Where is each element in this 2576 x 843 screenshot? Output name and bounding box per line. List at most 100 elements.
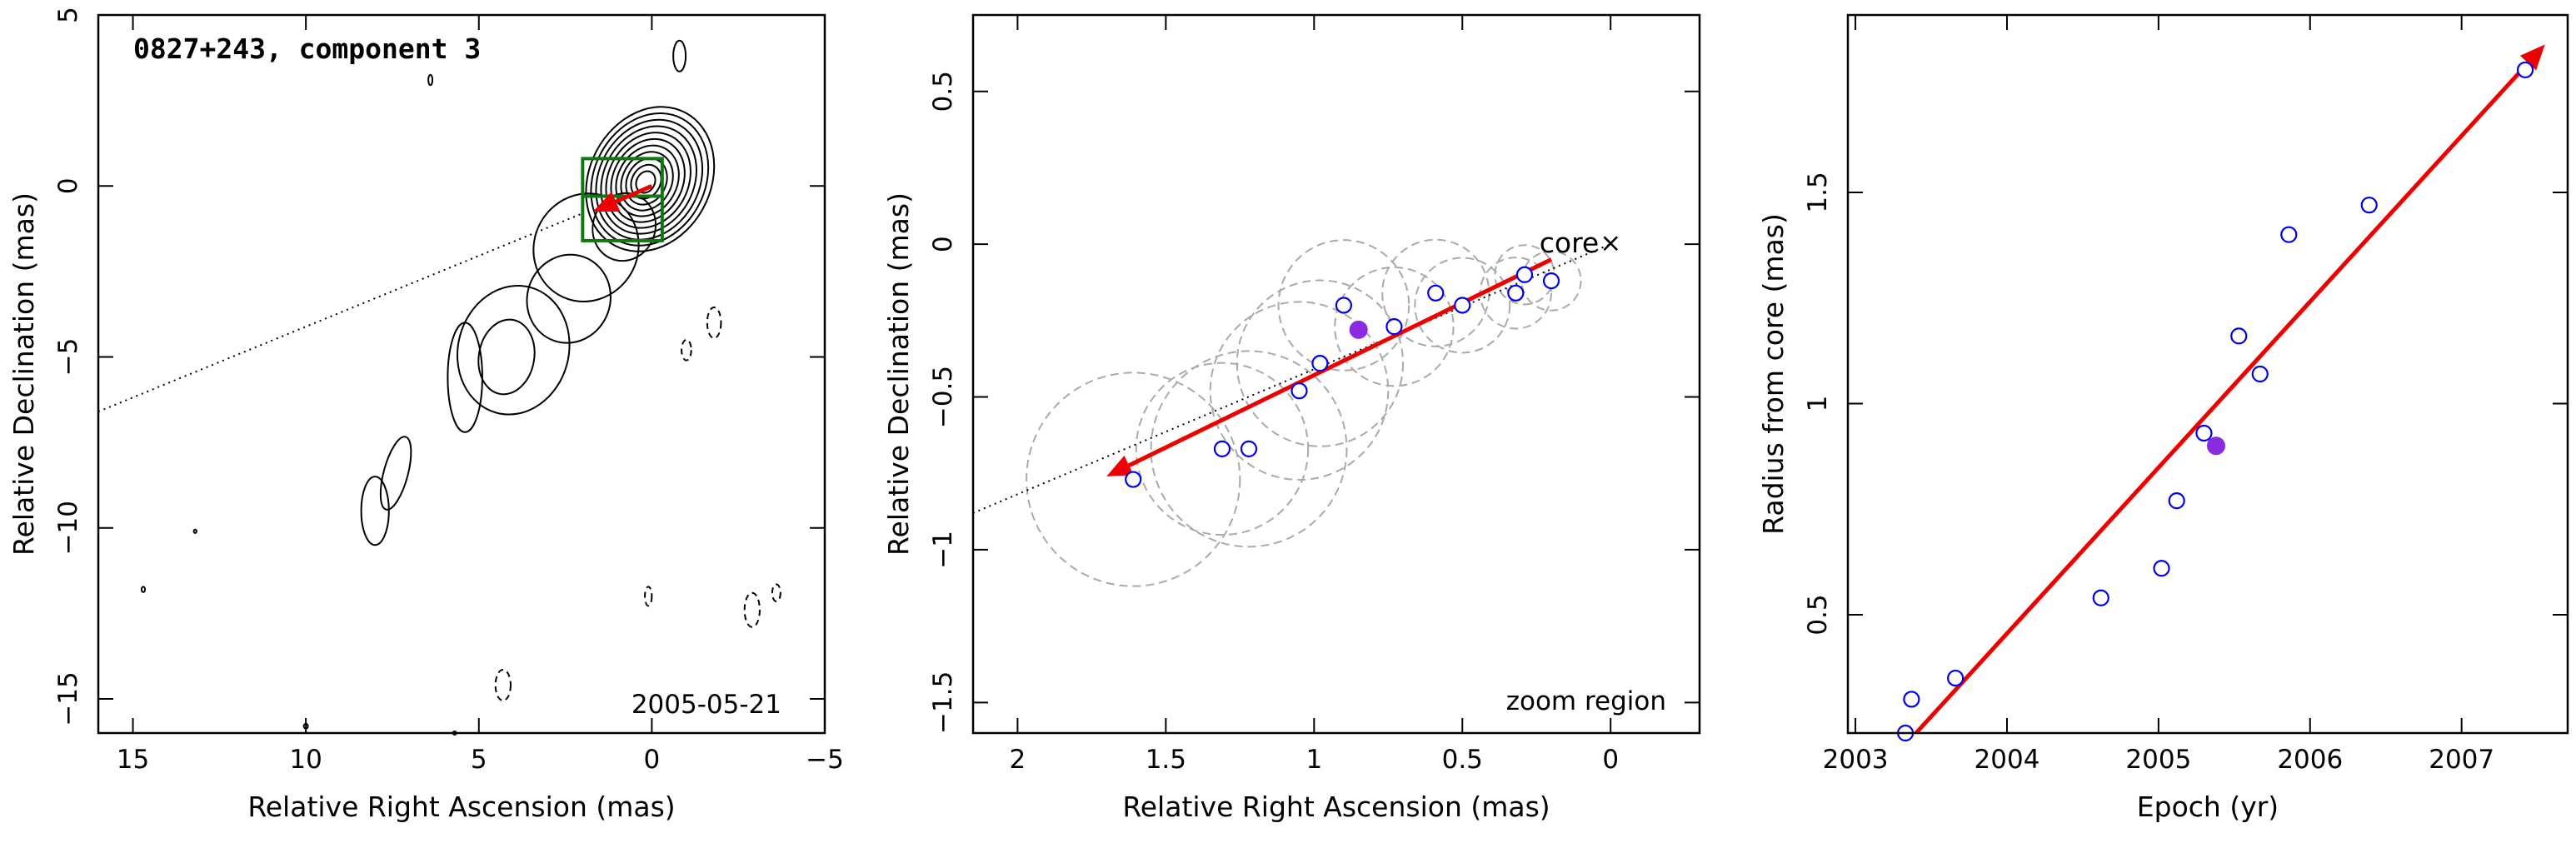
zoom-region-label: zoom region <box>1506 686 1666 716</box>
x-tick-label: 0.5 <box>1442 745 1483 775</box>
radius-point <box>2195 424 2213 442</box>
contour-line <box>615 144 680 217</box>
x-tick-label: 2007 <box>2429 745 2494 775</box>
y-axis-label: Radius from core (mas) <box>1757 213 1790 535</box>
radius-point <box>1903 691 1920 708</box>
component-ring <box>1135 362 1310 536</box>
component-ring <box>1414 257 1511 354</box>
panel-contour-map: 0827+243, component 3 2005-05-21 <box>97 32 781 736</box>
component-point <box>1427 284 1445 302</box>
highlighted-point <box>2207 436 2226 456</box>
contour-line <box>447 322 483 433</box>
negative-contour <box>743 591 761 628</box>
x-tick-label: 1.5 <box>1146 745 1186 775</box>
x-tick-label: 0 <box>644 745 661 775</box>
x-tick-label: 2003 <box>1823 745 1889 775</box>
y-tick-label: −15 <box>53 671 83 726</box>
radius-point <box>2280 226 2298 243</box>
panel-3-axes: 2003 2004 2005 2006 2007 0.5 1 1.5 Epoch (yr) Rad… <box>1757 13 2569 823</box>
core-marker: × <box>1600 228 1621 258</box>
contour-line <box>610 137 686 223</box>
y-tick-label: 5 <box>53 7 83 23</box>
contour-blob <box>192 528 197 534</box>
component-ring <box>1150 350 1348 548</box>
contour-blob <box>427 73 434 87</box>
radius-point <box>2251 365 2269 383</box>
radius-point <box>2168 492 2185 510</box>
y-tick-label: 0.5 <box>928 71 958 112</box>
component-point <box>1454 297 1471 314</box>
radius-point <box>2360 197 2378 214</box>
contour-line <box>600 125 698 235</box>
contour-line <box>360 476 390 546</box>
motion-arrow <box>592 183 653 212</box>
panel-3-frame <box>1846 13 2569 735</box>
panel-radius-vs-epoch <box>1897 44 2545 742</box>
component-point <box>1542 272 1560 290</box>
y-tick-label: −1 <box>928 531 958 569</box>
x-tick-label: 2005 <box>2125 745 2191 775</box>
component-point <box>1385 318 1403 336</box>
negative-contour <box>706 306 722 339</box>
panel-zoom-region: core × zoom region <box>972 227 1666 716</box>
y-tick-label: 0 <box>928 236 958 252</box>
negative-contour <box>771 583 781 602</box>
radius-point <box>2153 560 2170 577</box>
panel-1-frame <box>97 13 826 735</box>
component-ring <box>1381 238 1490 347</box>
radius-points <box>1897 61 2534 742</box>
negative-contour <box>494 669 512 702</box>
y-tick-label: −5 <box>53 338 83 377</box>
x-tick-label: 2006 <box>2277 745 2343 775</box>
x-tick-label: −5 <box>806 745 844 775</box>
panel-2-axes: 2 1.5 1 0.5 0 0.5 0 −0.5 −1 −1.5 Relative Right As… <box>882 13 1701 823</box>
x-tick-label: 15 <box>117 745 149 775</box>
radius-point <box>2230 327 2248 345</box>
contour-blob <box>140 586 147 593</box>
component-point <box>1515 266 1534 283</box>
radius-point <box>2516 61 2534 79</box>
highlighted-point <box>1349 320 1368 339</box>
component-point <box>1311 355 1329 372</box>
contour-set-core <box>140 39 781 736</box>
component-size-rings <box>1026 238 1582 587</box>
date-label: 2005-05-21 <box>632 690 781 720</box>
y-axis-label: Relative Declination (mas) <box>7 192 40 556</box>
component-positions <box>1125 266 1560 488</box>
x-axis-label: Relative Right Ascension (mas) <box>1122 791 1550 823</box>
x-tick-label: 10 <box>289 745 322 775</box>
y-tick-label: 1 <box>1803 396 1833 412</box>
component-point <box>1290 382 1308 400</box>
negative-contour <box>644 586 653 607</box>
y-tick-label: −1.5 <box>928 671 958 734</box>
component-ring <box>1209 301 1390 481</box>
y-tick-label: 1.5 <box>1803 172 1833 212</box>
component-point <box>1213 440 1231 457</box>
core-label: core <box>1540 227 1599 259</box>
chart-title: 0827+243, component 3 <box>133 32 481 65</box>
contour-line <box>379 436 412 511</box>
component-point <box>1125 471 1142 488</box>
contour-line <box>605 132 691 229</box>
radius-point <box>2092 589 2109 606</box>
y-axis-label: Relative Declination (mas) <box>882 192 915 556</box>
trajectory-line <box>97 212 583 413</box>
x-tick-label: 1 <box>1305 745 1322 775</box>
contour-line <box>595 118 704 241</box>
component-ring <box>1026 372 1241 587</box>
contour-line <box>457 284 571 416</box>
x-tick-label: 2 <box>1010 745 1026 775</box>
y-tick-label: −10 <box>53 501 83 555</box>
contour-blob <box>672 39 687 72</box>
component-ring <box>1520 250 1582 312</box>
contour-line <box>477 318 536 396</box>
x-tick-label: 5 <box>471 745 487 775</box>
motion-arrow <box>1106 257 1553 476</box>
panel-2-frame <box>971 13 1701 735</box>
panel-1-axes: 15 10 5 0 −5 5 0 −5 −10 −15 Relative Right Ascensi… <box>7 7 844 823</box>
component-ring <box>1277 239 1410 372</box>
fit-arrow <box>1915 44 2545 735</box>
x-axis-label: Relative Right Ascension (mas) <box>247 791 675 823</box>
y-tick-label: −0.5 <box>928 366 958 428</box>
